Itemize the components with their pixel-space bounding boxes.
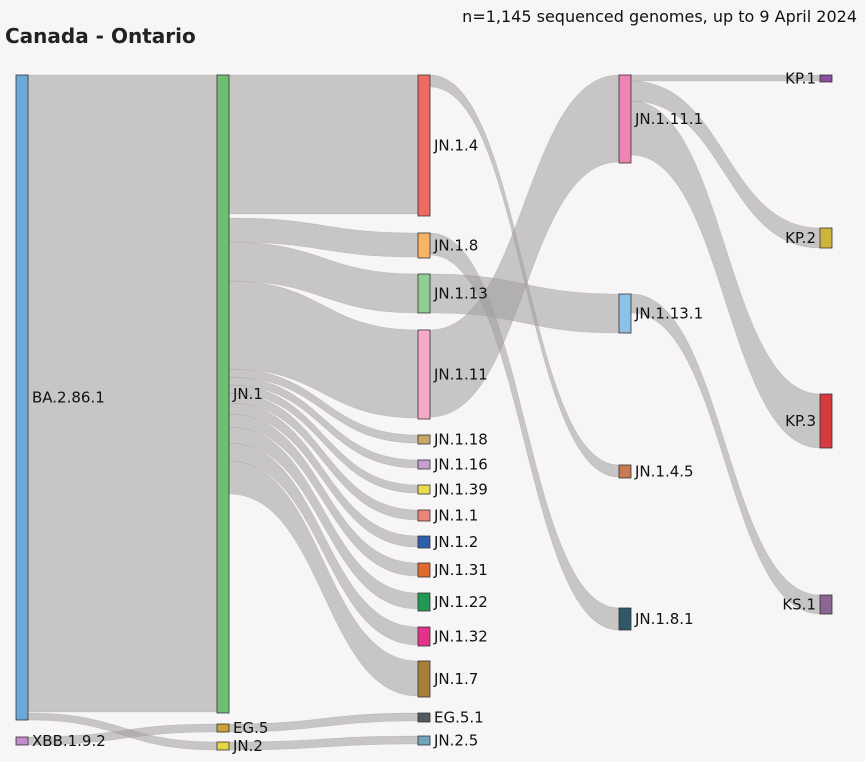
node-label-XBB.1.9.2: XBB.1.9.2 <box>32 732 106 750</box>
node-label-KP.1: KP.1 <box>785 70 816 88</box>
node-KP.1[interactable] <box>819 74 833 83</box>
node-XBB.1.9.2[interactable] <box>15 736 29 746</box>
node-label-JN.1.16: JN.1.16 <box>433 456 488 474</box>
node-JN.1.13[interactable] <box>417 273 431 314</box>
node-JN.1.22[interactable] <box>417 592 431 612</box>
node-JN.1.4.5[interactable] <box>618 464 632 479</box>
node-label-JN.2: JN.2 <box>232 737 263 755</box>
node-label-JN.1: JN.1 <box>232 385 263 403</box>
node-JN.1.8[interactable] <box>417 232 431 259</box>
node-label-JN.1.31: JN.1.31 <box>433 561 488 579</box>
node-label-KP.2: KP.2 <box>785 229 816 247</box>
node-label-BA.2.86.1: BA.2.86.1 <box>32 389 105 407</box>
node-label-JN.2.5: JN.2.5 <box>433 732 478 750</box>
node-JN.1.13.1[interactable] <box>618 293 632 334</box>
sankey-links <box>27 74 821 751</box>
node-JN.1[interactable] <box>216 74 230 714</box>
node-EG.5[interactable] <box>216 723 230 733</box>
node-label-KP.3: KP.3 <box>785 412 816 430</box>
node-JN.1.2[interactable] <box>417 535 431 549</box>
node-label-JN.1.8.1: JN.1.8.1 <box>634 610 694 628</box>
node-label-JN.1.13.1: JN.1.13.1 <box>634 305 703 323</box>
sankey-labels: BA.2.86.1 XBB.1.9.2 JN.1 EG.5JN.2 JN.1.4 JN.1… <box>32 70 816 756</box>
node-label-JN.1.8: JN.1.8 <box>433 237 478 255</box>
node-JN.1.18[interactable] <box>417 434 431 445</box>
node-JN.2.5[interactable] <box>417 735 431 746</box>
node-JN.1.4[interactable] <box>417 74 431 217</box>
node-label-JN.1.11: JN.1.11 <box>433 366 488 384</box>
node-JN.1.31[interactable] <box>417 562 431 578</box>
node-JN.2[interactable] <box>216 741 230 751</box>
node-label-EG.5.1: EG.5.1 <box>434 709 484 727</box>
node-label-EG.5: EG.5 <box>233 719 268 737</box>
node-JN.1.32[interactable] <box>417 626 431 647</box>
node-JN.1.11.1[interactable] <box>618 74 632 164</box>
link-JN.1.11.1-to-KP.3 <box>630 100 821 449</box>
node-label-JN.1.18: JN.1.18 <box>433 431 488 449</box>
chart-subtitle: n=1,145 sequenced genomes, up to 9 April… <box>462 7 857 26</box>
node-label-JN.1.39: JN.1.39 <box>433 481 488 499</box>
node-JN.1.8.1[interactable] <box>618 607 632 631</box>
node-label-JN.1.7: JN.1.7 <box>433 670 478 688</box>
link-JN.1.13.1-to-KS.1 <box>630 293 821 615</box>
node-JN.1.11[interactable] <box>417 329 431 420</box>
node-JN.1.16[interactable] <box>417 459 431 470</box>
node-label-JN.1.22: JN.1.22 <box>433 593 488 611</box>
node-JN.1.1[interactable] <box>417 509 431 522</box>
node-label-JN.1.32: JN.1.32 <box>433 628 488 646</box>
node-label-JN.1.4: JN.1.4 <box>433 137 478 155</box>
node-EG.5.1[interactable] <box>417 712 431 723</box>
node-JN.1.39[interactable] <box>417 484 431 495</box>
node-label-KS.1: KS.1 <box>782 596 816 614</box>
page-title: Canada - Ontario <box>5 24 196 48</box>
node-BA.2.86.1[interactable] <box>15 74 29 721</box>
node-KP.2[interactable] <box>819 227 833 249</box>
node-label-JN.1.11.1: JN.1.11.1 <box>634 110 703 128</box>
node-JN.1.7[interactable] <box>417 660 431 698</box>
link-JN.1-to-JN.1.4 <box>228 74 419 215</box>
node-KP.3[interactable] <box>819 393 833 449</box>
node-label-JN.1.4.5: JN.1.4.5 <box>634 463 694 481</box>
node-KS.1[interactable] <box>819 594 833 615</box>
sankey-nodes <box>15 74 833 751</box>
node-label-JN.1.1: JN.1.1 <box>433 507 478 525</box>
node-label-JN.1.2: JN.1.2 <box>433 533 478 551</box>
node-label-JN.1.13: JN.1.13 <box>433 285 488 303</box>
